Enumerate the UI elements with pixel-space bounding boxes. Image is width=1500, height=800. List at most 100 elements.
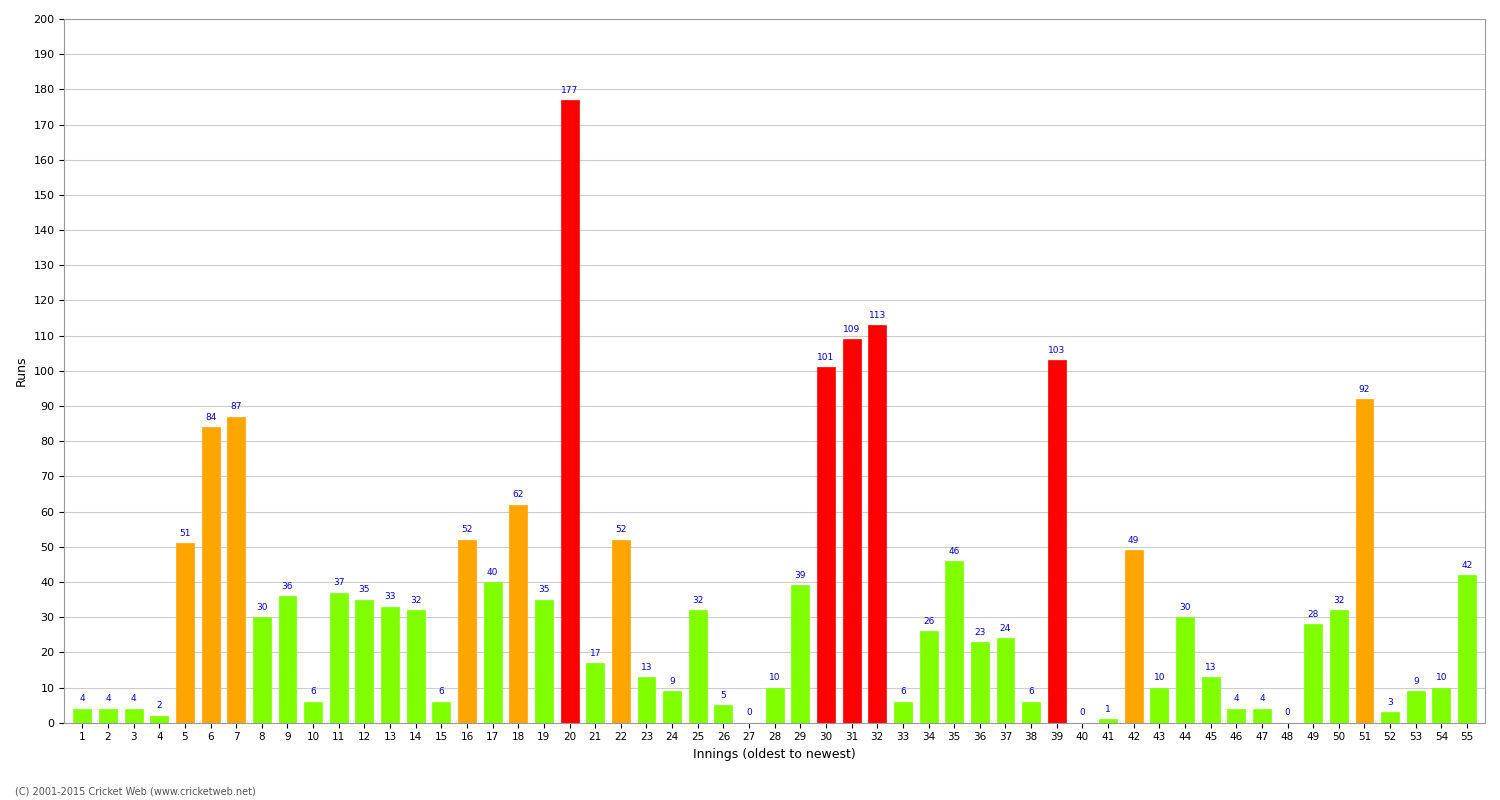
Bar [356, 599, 374, 722]
X-axis label: Innings (oldest to newest): Innings (oldest to newest) [693, 748, 856, 761]
Y-axis label: Runs: Runs [15, 356, 28, 386]
Bar [894, 702, 912, 722]
Text: 6: 6 [1029, 687, 1033, 696]
Bar [1432, 687, 1450, 722]
Text: 177: 177 [561, 86, 578, 94]
Text: 0: 0 [746, 709, 752, 718]
Text: 5: 5 [720, 691, 726, 700]
Text: 17: 17 [590, 649, 602, 658]
Text: 13: 13 [640, 662, 652, 672]
Bar [920, 631, 938, 722]
Bar [201, 427, 219, 722]
Bar [1356, 399, 1374, 722]
Bar [226, 417, 244, 722]
Text: 9: 9 [669, 677, 675, 686]
Text: 49: 49 [1128, 536, 1140, 545]
Text: 6: 6 [900, 687, 906, 696]
Bar [536, 599, 554, 722]
Text: 30: 30 [256, 603, 267, 612]
Text: 101: 101 [818, 353, 834, 362]
Text: 40: 40 [488, 568, 498, 577]
Bar [1382, 712, 1400, 722]
Text: 2: 2 [156, 702, 162, 710]
Text: 28: 28 [1308, 610, 1318, 619]
Bar [1252, 709, 1270, 722]
Bar [1407, 691, 1425, 722]
Text: 39: 39 [795, 571, 806, 580]
Text: 52: 52 [615, 526, 627, 534]
Text: 3: 3 [1388, 698, 1394, 707]
Bar [945, 561, 963, 722]
Text: 10: 10 [1154, 674, 1166, 682]
Text: 4: 4 [1233, 694, 1239, 703]
Bar [1330, 610, 1348, 722]
Bar [612, 540, 630, 722]
Text: 23: 23 [974, 627, 986, 637]
Bar [714, 705, 732, 722]
Text: 6: 6 [310, 687, 316, 696]
Text: 92: 92 [1359, 385, 1370, 394]
Text: 109: 109 [843, 325, 861, 334]
Bar [792, 586, 810, 722]
Text: 30: 30 [1179, 603, 1191, 612]
Text: 4: 4 [130, 694, 136, 703]
Bar [99, 709, 117, 722]
Text: 24: 24 [1000, 624, 1011, 633]
Bar [1125, 550, 1143, 722]
Text: 1: 1 [1106, 705, 1112, 714]
Bar [406, 610, 424, 722]
Text: 35: 35 [538, 586, 549, 594]
Bar [868, 325, 886, 722]
Text: 4: 4 [1258, 694, 1264, 703]
Text: 84: 84 [206, 413, 216, 422]
Bar [74, 709, 92, 722]
Bar [1458, 575, 1476, 722]
Bar [765, 687, 783, 722]
Text: 10: 10 [1436, 674, 1448, 682]
Bar [304, 702, 322, 722]
Text: 32: 32 [692, 596, 703, 605]
Text: 87: 87 [231, 402, 242, 411]
Text: 103: 103 [1048, 346, 1065, 355]
Text: 4: 4 [80, 694, 86, 703]
Bar [330, 593, 348, 722]
Bar [510, 505, 528, 722]
Text: 46: 46 [948, 546, 960, 555]
Bar [970, 642, 988, 722]
Bar [996, 638, 1014, 722]
Bar [1176, 617, 1194, 722]
Text: (C) 2001-2015 Cricket Web (www.cricketweb.net): (C) 2001-2015 Cricket Web (www.cricketwe… [15, 786, 255, 796]
Text: 37: 37 [333, 578, 345, 587]
Bar [458, 540, 476, 722]
Bar [561, 100, 579, 722]
Text: 52: 52 [462, 526, 472, 534]
Text: 9: 9 [1413, 677, 1419, 686]
Bar [279, 596, 297, 722]
Text: 13: 13 [1204, 662, 1216, 672]
Bar [663, 691, 681, 722]
Text: 10: 10 [770, 674, 780, 682]
Bar [1227, 709, 1245, 722]
Text: 113: 113 [868, 311, 886, 320]
Text: 6: 6 [438, 687, 444, 696]
Bar [124, 709, 142, 722]
Bar [1048, 360, 1065, 722]
Text: 0: 0 [1284, 709, 1290, 718]
Text: 0: 0 [1080, 709, 1086, 718]
Bar [638, 677, 656, 722]
Bar [381, 606, 399, 722]
Text: 62: 62 [513, 490, 523, 499]
Bar [1022, 702, 1040, 722]
Bar [843, 339, 861, 722]
Text: 4: 4 [105, 694, 111, 703]
Bar [150, 716, 168, 722]
Text: 42: 42 [1461, 561, 1473, 570]
Bar [1100, 719, 1118, 722]
Bar [254, 617, 272, 722]
Text: 26: 26 [922, 617, 934, 626]
Bar [432, 702, 450, 722]
Text: 32: 32 [1334, 596, 1344, 605]
Text: 35: 35 [358, 586, 370, 594]
Text: 51: 51 [178, 529, 190, 538]
Bar [688, 610, 706, 722]
